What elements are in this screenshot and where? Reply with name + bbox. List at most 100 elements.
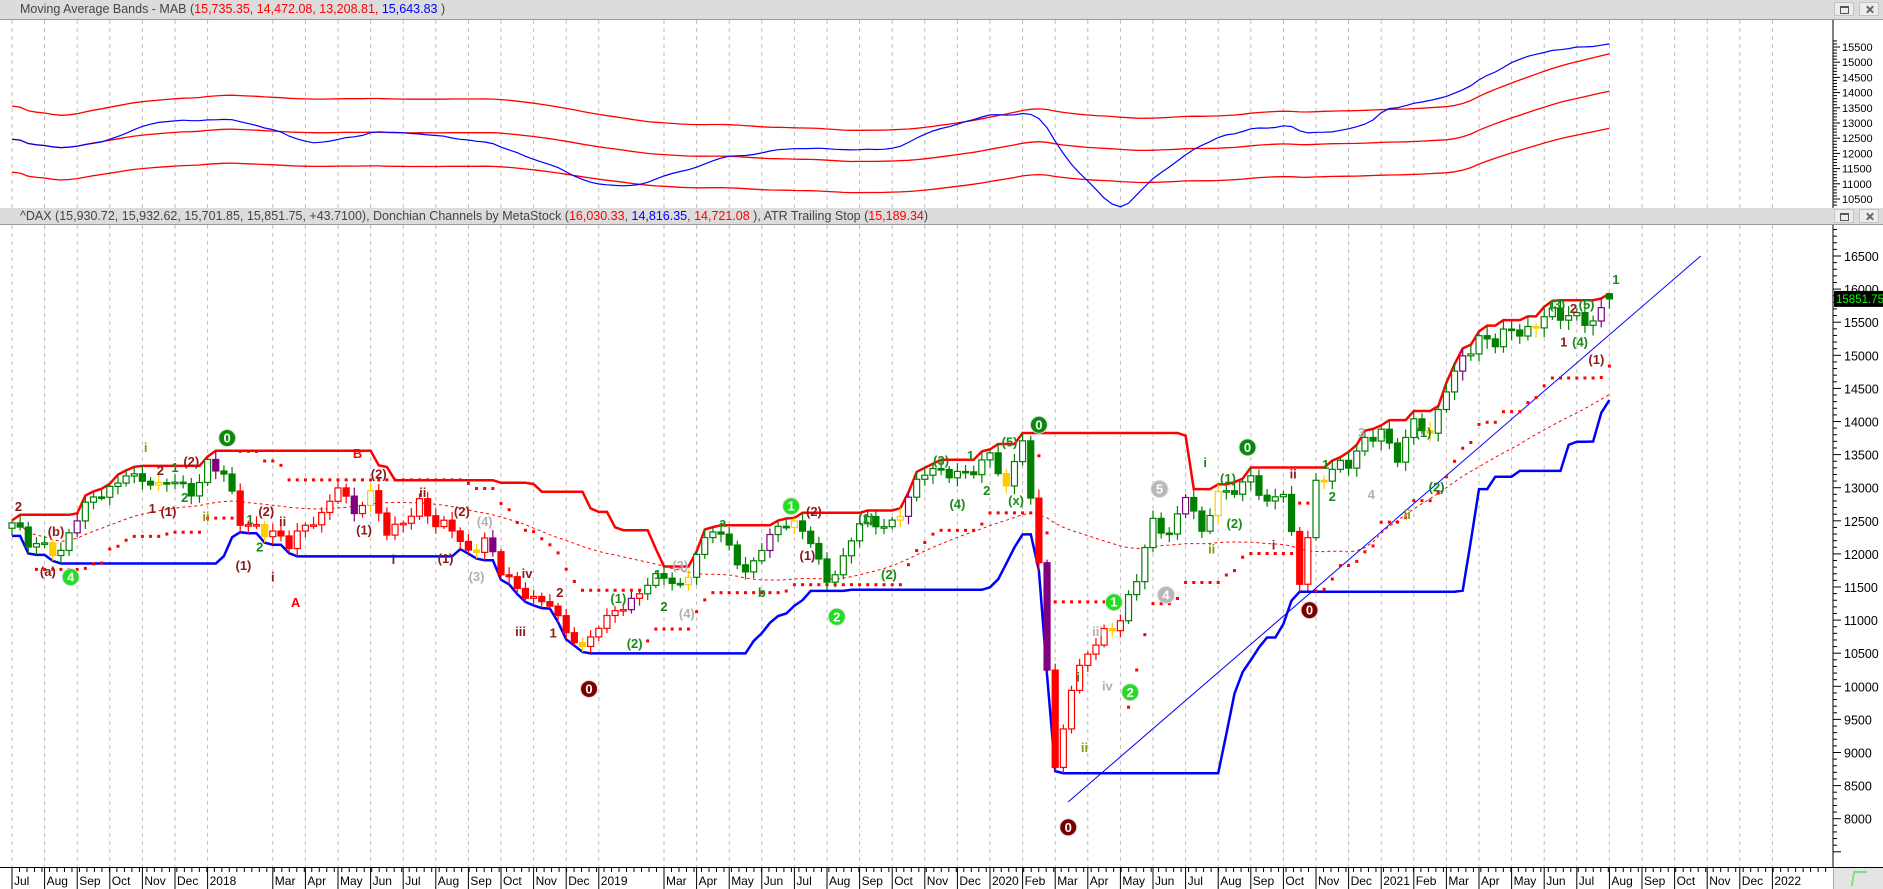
candle-body [978, 459, 986, 476]
candle-body [1475, 335, 1483, 355]
x-tick-label: Apr [1090, 874, 1109, 888]
y-tick-label: 10500 [1842, 194, 1873, 206]
atr-stop-dot [377, 478, 381, 482]
atr-stop-dot [1053, 600, 1057, 604]
candle-body [407, 515, 415, 524]
wave-label: (1) [799, 548, 815, 563]
candle-body [1605, 293, 1614, 300]
candle-body [309, 524, 318, 527]
wave-label: 2 [983, 483, 990, 498]
candle-body [684, 576, 693, 586]
candle-body [872, 516, 880, 528]
candle-body [570, 632, 578, 644]
candle-body [1255, 475, 1263, 496]
atr-stop-dot [695, 610, 699, 614]
candle-body [334, 487, 342, 502]
candle-body [32, 543, 41, 548]
candle-body [1279, 493, 1288, 498]
candle-body [1344, 459, 1353, 469]
atr-stop-dot [898, 583, 902, 587]
atr-stop-dot [75, 567, 79, 571]
legend-segment: , [249, 2, 257, 16]
wave-label: B [353, 446, 362, 461]
x-tick-label: Dec [177, 874, 198, 888]
candle-body [122, 475, 130, 484]
x-tick-label: Apr [307, 874, 326, 888]
candle-body [481, 537, 489, 554]
atr-stop-dot [458, 478, 462, 482]
mab-restore-button[interactable] [1834, 2, 1854, 16]
candle-body [538, 595, 546, 603]
wave-label: (2) [1227, 516, 1243, 531]
wave-label: iii [1092, 624, 1103, 639]
atr-stop-dot [295, 478, 299, 482]
candle-body [505, 574, 513, 578]
candle-body [432, 515, 440, 528]
price-restore-button[interactable] [1834, 209, 1854, 223]
price-legend: ^DAX (15,930.72, 15,932.62, 15,701.85, 1… [20, 209, 928, 223]
candle-body [293, 530, 301, 550]
candle-body [1320, 479, 1328, 483]
atr-stop-dot [1526, 401, 1530, 405]
atr-stop-dot [1607, 364, 1611, 368]
candle-body [945, 468, 953, 479]
wave-label: i [1076, 670, 1080, 685]
atr-stop-dot [197, 530, 201, 534]
atr-stop-dot [132, 534, 136, 538]
candle-body [831, 574, 839, 583]
legend-segment: 13,208.81 [319, 2, 375, 16]
x-tick-label: Sep [1253, 874, 1275, 888]
candle-body [24, 526, 32, 548]
candle-body [424, 498, 432, 517]
mab-chart[interactable]: 10500 11000 11500 12000 12500 13000 13500 14000… [0, 20, 1883, 208]
candle-body [89, 496, 98, 503]
atr-stop-dot [271, 459, 275, 463]
candle-body [521, 587, 530, 599]
atr-stop-dot [1078, 600, 1082, 604]
candle-body [1214, 491, 1222, 517]
candle-body [98, 496, 106, 500]
candle-body [1092, 644, 1100, 655]
y-tick-label: 9500 [1844, 713, 1872, 727]
x-tick-label: Sep [862, 874, 884, 888]
wave-label: (1) [438, 551, 454, 566]
atr-stop-dot [1453, 459, 1457, 463]
candle-body [1418, 418, 1426, 432]
candle-body [619, 609, 627, 612]
atr-stop-dot [1550, 376, 1554, 380]
atr-stop-dot [214, 516, 218, 520]
candle-body [1597, 307, 1605, 322]
x-tick-label: Oct [1285, 874, 1304, 888]
atr-stop-dot [1347, 564, 1351, 568]
atr-stop-dot [1542, 384, 1546, 388]
atr-stop-dot [1151, 602, 1155, 606]
atr-stop-dot [1575, 376, 1579, 380]
candle-body [750, 560, 758, 573]
candle-body [807, 530, 815, 545]
wave-marker-label: 1 [1110, 595, 1117, 610]
candle-body [1377, 428, 1385, 442]
atr-stop-dot [507, 508, 511, 512]
candle-body [1393, 442, 1402, 463]
atr-stop-dot [858, 583, 862, 587]
atr-stop-dot [1143, 633, 1147, 637]
atr-stop-dot [1567, 376, 1571, 380]
wave-label: (3) [1549, 297, 1565, 312]
atr-stop-dot [907, 563, 910, 567]
candle-body [146, 480, 155, 486]
candle-body [668, 577, 676, 585]
atr-stop-dot [279, 463, 283, 467]
expert-advisor-icon[interactable] [1833, 868, 1883, 889]
atr-stop-dot [1371, 544, 1375, 548]
candle-body [701, 536, 709, 556]
mab-close-button[interactable] [1859, 2, 1879, 16]
wave-label: A [291, 595, 301, 610]
price-close-button[interactable] [1859, 209, 1879, 223]
mab-legend: Moving Average Bands - MAB (15,735.35, 1… [20, 2, 445, 16]
candle-body [1532, 325, 1540, 329]
wave-marker-circle [1104, 593, 1123, 612]
atr-stop-dot [548, 543, 552, 547]
candle-body [1499, 328, 1508, 348]
candle-body [1010, 460, 1019, 487]
